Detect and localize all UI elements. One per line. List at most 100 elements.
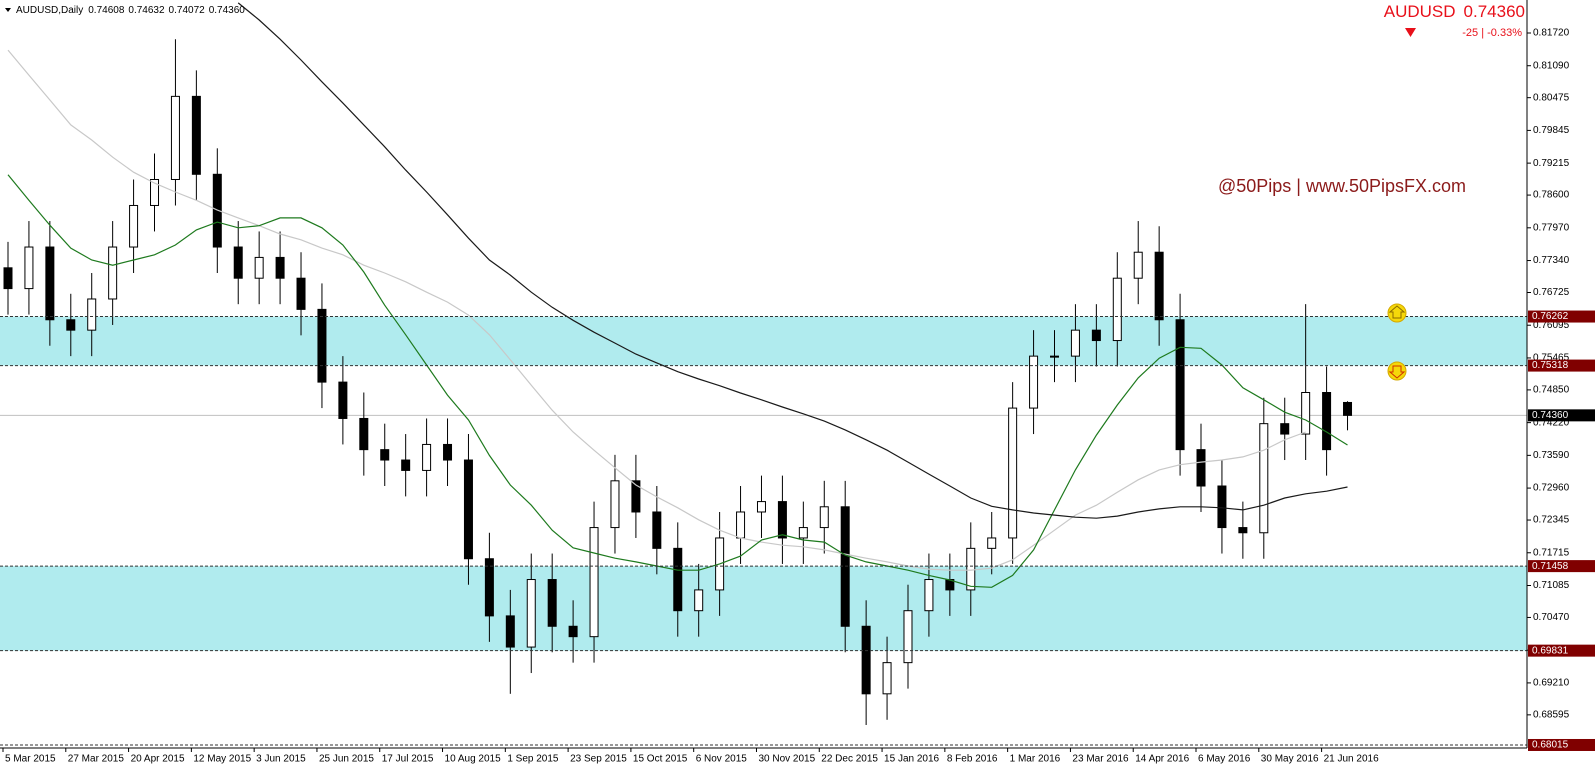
x-tick-label: 5 Mar 2015 bbox=[5, 754, 56, 765]
candle-body bbox=[422, 443, 432, 471]
level-label: 0.76262 bbox=[1532, 311, 1569, 322]
candle-body bbox=[1154, 251, 1164, 321]
symbol-price: AUDUSD 0.74360 bbox=[1384, 2, 1525, 21]
zone bbox=[0, 566, 1527, 651]
y-tick-label: 0.74220 bbox=[1533, 417, 1570, 428]
candle-body bbox=[903, 610, 913, 664]
y-tick-label: 0.77340 bbox=[1533, 255, 1570, 266]
candle-body bbox=[966, 547, 976, 591]
x-tick-label: 8 Feb 2016 bbox=[947, 754, 998, 765]
candle-body bbox=[359, 417, 369, 451]
x-tick-label: 27 Mar 2015 bbox=[68, 754, 125, 765]
candle-body bbox=[66, 319, 76, 331]
candle-body bbox=[443, 443, 453, 461]
y-tick-label: 0.76095 bbox=[1533, 320, 1570, 331]
candle-body bbox=[819, 506, 829, 529]
current-label: 0.74360 bbox=[1532, 410, 1569, 421]
candle-body bbox=[463, 459, 473, 560]
candle-body bbox=[45, 246, 55, 321]
candle-body bbox=[338, 381, 348, 419]
x-tick-label: 23 Mar 2016 bbox=[1072, 754, 1129, 765]
candle-body bbox=[1133, 251, 1143, 279]
header: AUDUSD,Daily 0.74608 0.74632 0.74072 0.74360 bbox=[16, 5, 245, 16]
x-tick-label: 30 Nov 2015 bbox=[758, 754, 815, 765]
level-label-box bbox=[1528, 359, 1595, 372]
level-label: 0.71458 bbox=[1532, 561, 1569, 572]
y-tick-label: 0.81090 bbox=[1533, 60, 1570, 71]
candle-body bbox=[1259, 423, 1269, 534]
candle-body bbox=[1217, 485, 1227, 529]
candle-body bbox=[87, 298, 97, 331]
level-label-box bbox=[1528, 560, 1595, 573]
y-tick-label: 0.68595 bbox=[1533, 709, 1570, 720]
high-label: 0.74632 bbox=[128, 5, 165, 16]
candle-body bbox=[1070, 329, 1080, 357]
candle-body bbox=[1343, 401, 1353, 416]
x-tick-label: 17 Jul 2015 bbox=[382, 754, 434, 765]
x-tick-label: 1 Sep 2015 bbox=[507, 754, 559, 765]
x-tick-label: 22 Dec 2015 bbox=[821, 754, 878, 765]
level-label: 0.75318 bbox=[1532, 360, 1569, 371]
price: 0.74360 bbox=[1464, 2, 1525, 21]
y-tick-label: 0.70470 bbox=[1533, 612, 1570, 623]
candle-body bbox=[317, 308, 327, 383]
candle-body bbox=[610, 480, 620, 529]
candle-body bbox=[924, 579, 934, 612]
candle-body bbox=[882, 662, 892, 695]
candle-body bbox=[1050, 355, 1059, 358]
moving-average bbox=[237, 2, 1348, 519]
annotation: @50Pips | www.50PipsFX.com bbox=[1218, 176, 1466, 196]
x-tick-label: 3 Jun 2015 bbox=[256, 754, 306, 765]
x-tick-label: 6 Nov 2015 bbox=[696, 754, 748, 765]
candle-body bbox=[254, 256, 264, 279]
change: -25 | -0.33% bbox=[1462, 27, 1522, 39]
candle-body bbox=[568, 625, 578, 638]
y-tick-label: 0.71085 bbox=[1533, 580, 1570, 591]
y-tick-label: 0.81720 bbox=[1533, 28, 1570, 39]
candle-body bbox=[129, 204, 139, 248]
low-label: 0.74072 bbox=[169, 5, 206, 16]
candle-body bbox=[652, 511, 662, 549]
x-tick-label: 20 Apr 2015 bbox=[131, 754, 185, 765]
moving-average bbox=[7, 49, 1306, 571]
candle-body bbox=[1112, 277, 1122, 342]
candle-body bbox=[401, 459, 411, 471]
candle-body bbox=[777, 501, 787, 539]
zone bbox=[0, 316, 1527, 366]
candle-body bbox=[526, 579, 536, 648]
current-label-box bbox=[1528, 409, 1595, 422]
candle-body bbox=[673, 547, 683, 612]
y-tick-label: 0.71715 bbox=[1533, 547, 1570, 558]
y-tick-label: 0.72960 bbox=[1533, 483, 1570, 494]
header-marker bbox=[5, 8, 11, 12]
open-label: 0.74608 bbox=[88, 5, 125, 16]
candle-body bbox=[987, 537, 997, 549]
candle-body bbox=[505, 615, 515, 648]
candle-body bbox=[631, 480, 641, 513]
level-label-box bbox=[1528, 310, 1595, 323]
level-label: 0.68015 bbox=[1532, 740, 1569, 751]
y-tick-label: 0.72345 bbox=[1533, 515, 1570, 526]
symbol: AUDUSD bbox=[1384, 2, 1456, 21]
y-tick-label: 0.77970 bbox=[1533, 222, 1570, 233]
candle-body bbox=[694, 589, 704, 612]
y-tick-label: 0.79845 bbox=[1533, 125, 1570, 136]
x-tick-label: 30 May 2016 bbox=[1261, 754, 1319, 765]
candle-body bbox=[3, 267, 13, 290]
x-tick-label: 15 Oct 2015 bbox=[633, 754, 688, 765]
candle-body bbox=[756, 501, 766, 513]
candle-body bbox=[589, 527, 599, 638]
x-tick-label: 6 May 2016 bbox=[1198, 754, 1251, 765]
candle-body bbox=[736, 511, 746, 539]
x-tick-label: 21 Jun 2016 bbox=[1324, 754, 1379, 765]
candle-body bbox=[1238, 527, 1248, 534]
candle-body bbox=[191, 95, 201, 175]
candle-body bbox=[1091, 329, 1101, 342]
candle-body bbox=[24, 246, 34, 290]
candle-body bbox=[1029, 355, 1039, 409]
candle-body bbox=[275, 256, 285, 279]
y-tick-label: 0.80475 bbox=[1533, 92, 1570, 103]
candle-body bbox=[233, 246, 243, 279]
level-label-box bbox=[1528, 644, 1595, 657]
